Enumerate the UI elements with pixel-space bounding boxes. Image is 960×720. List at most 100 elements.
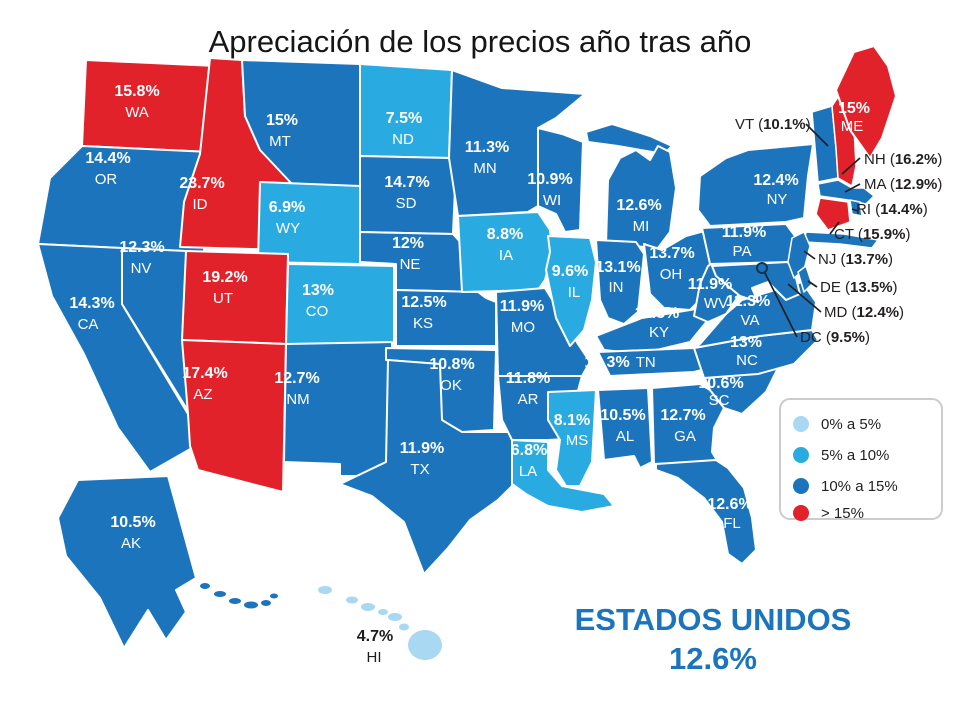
state-va-abbr: VA — [741, 312, 760, 329]
state-la-abbr: LA — [519, 463, 537, 480]
state-ne-abbr: NE — [400, 256, 421, 273]
state-wy-label: 6.9% WY — [269, 199, 305, 237]
state-ms-value: 8.1% — [554, 412, 590, 429]
state-va-label: 11.3% VA — [726, 293, 770, 329]
island — [214, 591, 226, 597]
state-ak-value: 10.5% — [110, 514, 155, 531]
callout-ma-prefix: MA ( — [864, 176, 895, 193]
state-id-label: 23.7% ID — [179, 175, 224, 213]
legend-label-5-10: 5% a 10% — [821, 447, 889, 464]
state-ok-abbr: OK — [440, 377, 462, 394]
state-al-abbr: AL — [616, 428, 634, 445]
callout-ri: RI (14.4%) — [856, 201, 928, 218]
state-wi-abbr: WI — [543, 192, 561, 209]
state-co-value: 13% — [302, 282, 334, 299]
state-me-abbr: ME — [841, 118, 864, 135]
state-tx — [339, 359, 513, 575]
state-nm — [283, 341, 393, 477]
state-az-label: 17.4% AZ — [182, 365, 227, 403]
state-ri — [849, 199, 863, 217]
state-ok-label: 10.8% OK — [429, 356, 474, 394]
callout-nj-value: 13.7% — [846, 251, 889, 268]
state-nc-label: 13% NC — [730, 334, 762, 369]
island — [261, 600, 271, 606]
state-fl-label: 12.6% FL — [707, 496, 752, 532]
state-ok-value: 10.8% — [429, 356, 474, 373]
state-tx-label: 11.9% TX — [400, 440, 444, 478]
state-or-value: 14.4% — [85, 150, 130, 167]
state-va-value: 11.3% — [726, 293, 770, 310]
state-wa-value: 15.8% — [114, 83, 159, 100]
callout-lines-layer — [764, 123, 861, 338]
state-me — [835, 45, 897, 159]
legend-swatch-5-10 — [793, 447, 809, 463]
state-ms-label: 8.1% MS — [554, 412, 590, 449]
state-or-abbr: OR — [95, 171, 118, 188]
state-ct — [815, 197, 851, 231]
state-wa-label: 15.8% WA — [114, 83, 159, 121]
state-wi — [537, 127, 584, 233]
callout-nj-prefix: NJ ( — [818, 251, 846, 268]
state-mi-abbr: MI — [633, 218, 650, 235]
state-ut-value: 19.2% — [202, 269, 247, 286]
state-fl — [655, 459, 757, 565]
dc-marker — [756, 262, 768, 274]
state-ca-value: 14.3% — [69, 295, 114, 312]
state-ne-value: 12% — [392, 235, 424, 252]
state-wy-abbr: WY — [276, 220, 300, 237]
legend-box — [779, 398, 943, 520]
state-in-abbr: IN — [609, 279, 624, 296]
state-az — [181, 339, 287, 493]
callout-nh-prefix: NH ( — [864, 151, 895, 168]
state-ut-abbr: UT — [213, 290, 233, 307]
state-ak-label: 10.5% AK — [110, 514, 155, 552]
state-mn-value: 11.3% — [465, 139, 509, 156]
state-ia-value: 8.8% — [487, 226, 523, 243]
island — [408, 630, 442, 660]
state-hi-abbr: HI — [367, 649, 382, 666]
state-ar-label: 11.8% AR — [506, 370, 550, 408]
state-il-value: 9.6% — [552, 263, 588, 280]
state-mo-value: 11.9% — [500, 298, 544, 315]
ct-leader-line — [829, 221, 840, 235]
state-fl-abbr: FL — [723, 515, 741, 532]
callout-de: DE (13.5%) — [820, 279, 898, 296]
state-ms-abbr: MS — [566, 432, 589, 449]
legend-swatch-gt-15 — [793, 505, 809, 521]
state-ar-value: 11.8% — [506, 370, 550, 387]
vt-leader-line — [805, 123, 829, 147]
state-ut-label: 19.2% UT — [202, 269, 247, 307]
state-mi-label: 12.6% MI — [616, 197, 661, 235]
page-title: Apreciación de los precios año tras año — [209, 24, 752, 59]
state-mt-label: 15% MT — [266, 112, 298, 150]
state-nv-abbr: NV — [131, 260, 152, 277]
state-ks-label: 12.5% KS — [401, 294, 446, 332]
state-id-value: 23.7% — [179, 175, 224, 192]
state-tx-value: 11.9% — [400, 440, 444, 457]
state-nm-label: 12.7% NM — [274, 370, 319, 408]
callout-ri-suffix: ) — [923, 201, 928, 218]
state-al — [597, 387, 653, 469]
state-il-abbr: IL — [568, 284, 581, 301]
legend-swatch-0-5 — [793, 416, 809, 432]
callout-ct: CT (15.9%) — [834, 226, 910, 243]
state-ia-label: 8.8% IA — [487, 226, 523, 264]
state-ak — [57, 475, 197, 649]
state-wv-label: 11.9% WV — [688, 276, 732, 312]
state-wi-label: 10.9% WI — [527, 171, 572, 209]
state-co-abbr: CO — [306, 303, 329, 320]
state-id-abbr: ID — [193, 196, 208, 213]
state-la — [511, 439, 615, 513]
state-ks-abbr: KS — [413, 315, 433, 332]
dc-leader-line — [764, 272, 798, 338]
state-ny — [697, 143, 814, 227]
state-wv-abbr: WV — [704, 295, 728, 312]
state-ny-value: 12.4% — [753, 172, 798, 189]
nj-leader-line — [803, 250, 816, 260]
callout-dc: DC (9.5%) — [800, 329, 870, 346]
state-ca-label: 14.3% CA — [69, 295, 114, 333]
callout-dc-suffix: ) — [865, 329, 870, 346]
state-hi-label: 4.7% HI — [357, 628, 393, 666]
callout-vt-suffix: ) — [806, 116, 811, 133]
